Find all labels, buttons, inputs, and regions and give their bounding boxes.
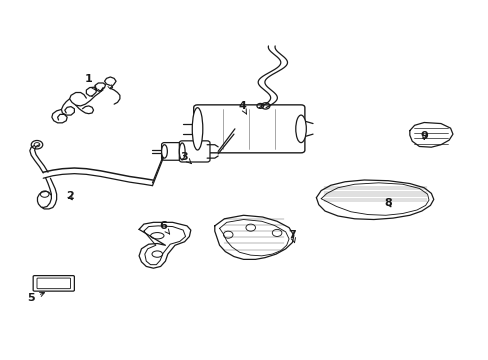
FancyBboxPatch shape	[161, 143, 185, 160]
Text: 6: 6	[159, 221, 169, 234]
Text: 1: 1	[85, 75, 96, 90]
FancyBboxPatch shape	[193, 105, 304, 153]
Text: 2: 2	[65, 191, 73, 201]
Text: 7: 7	[288, 230, 296, 243]
FancyBboxPatch shape	[33, 276, 74, 291]
Ellipse shape	[192, 108, 203, 150]
FancyBboxPatch shape	[179, 141, 209, 162]
Ellipse shape	[161, 145, 167, 158]
Ellipse shape	[179, 143, 184, 160]
Ellipse shape	[295, 115, 305, 143]
FancyBboxPatch shape	[37, 278, 70, 289]
Text: 4: 4	[238, 101, 246, 114]
Text: 5: 5	[27, 292, 44, 303]
Text: 8: 8	[384, 198, 391, 208]
Text: 9: 9	[419, 131, 427, 141]
Text: 3: 3	[181, 152, 191, 164]
